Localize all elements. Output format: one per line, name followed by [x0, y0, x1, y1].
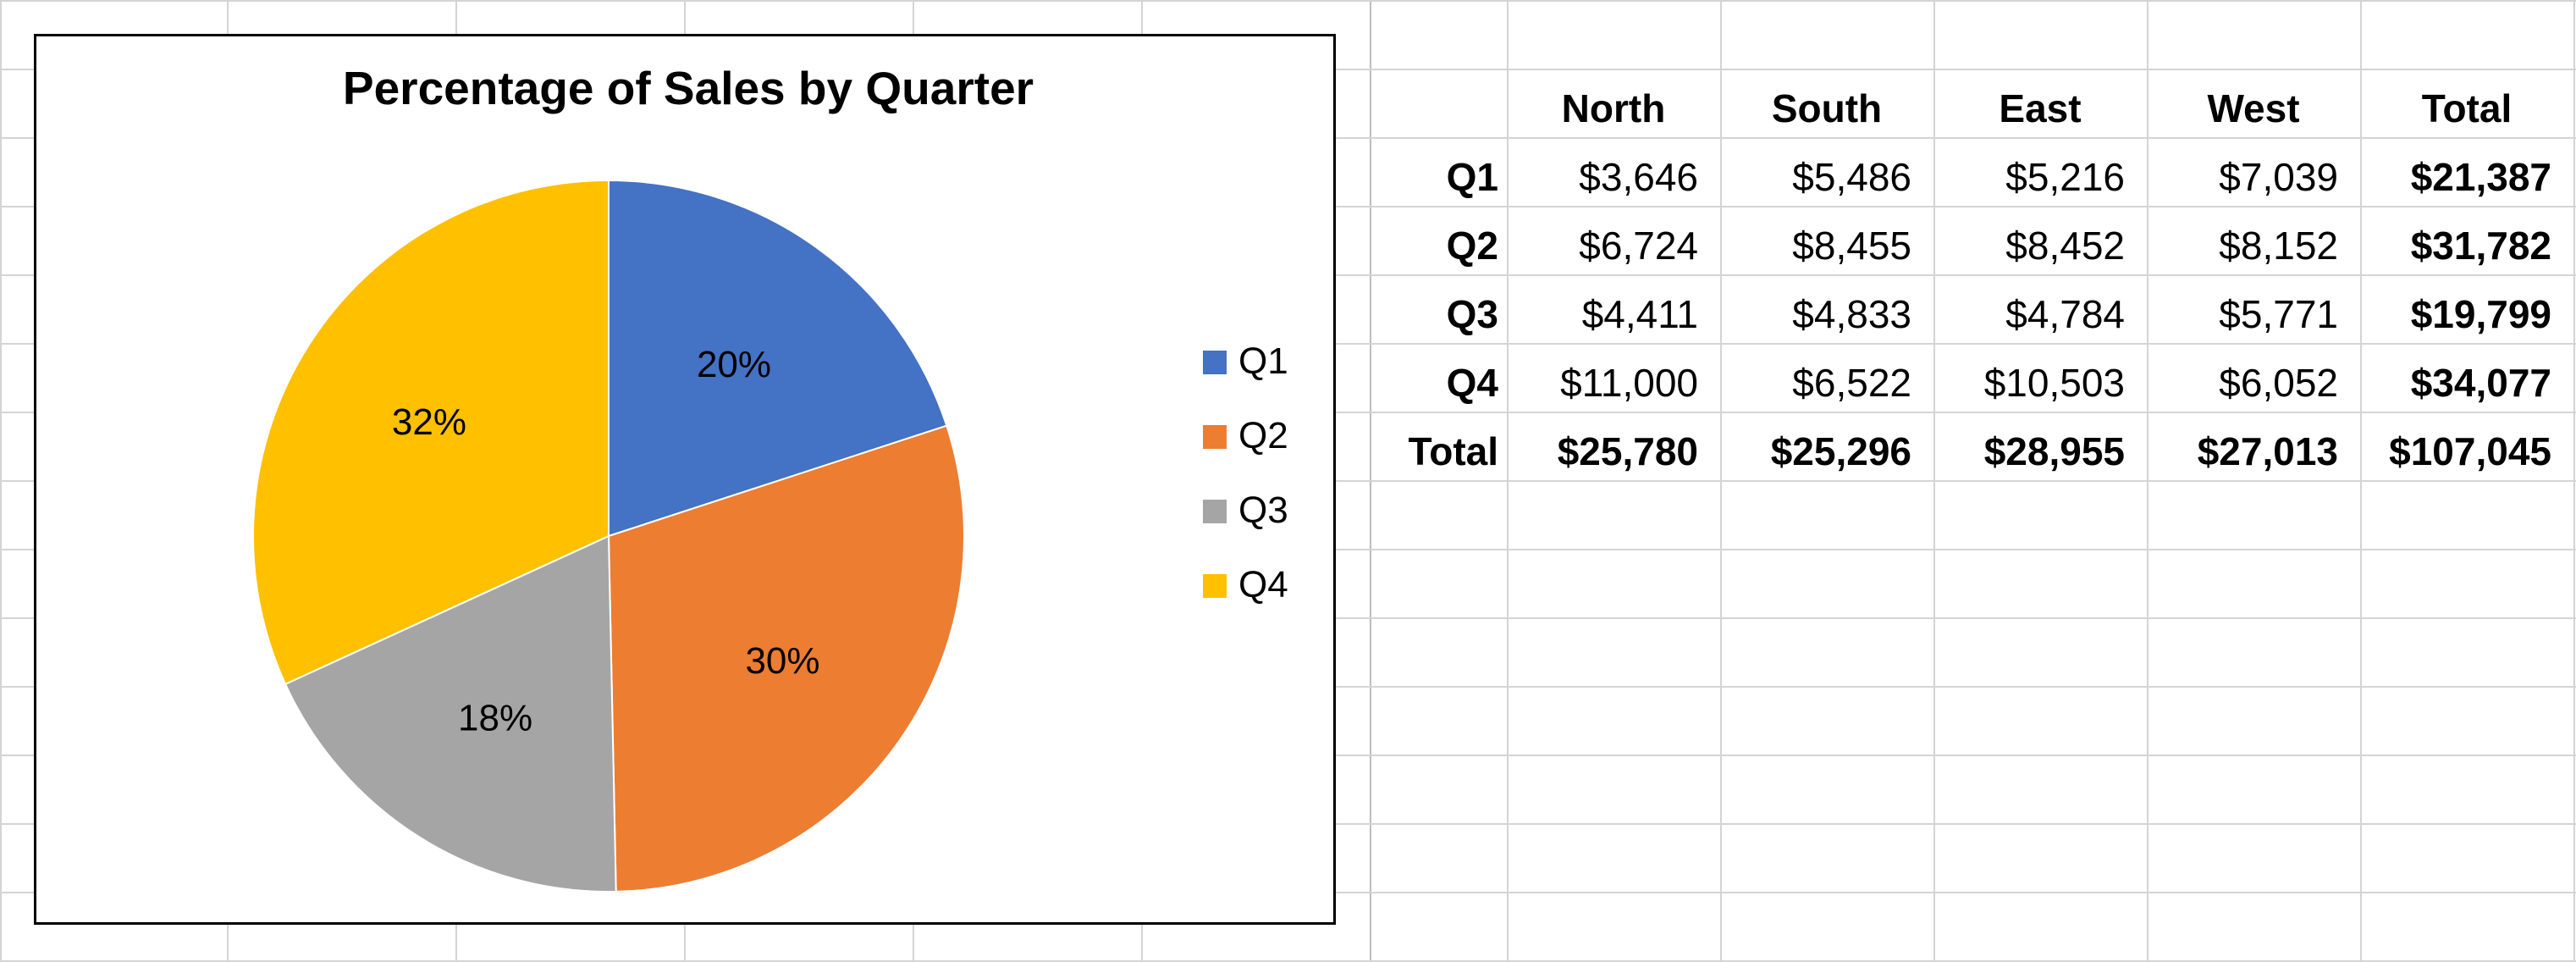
- table-cell: $4,784: [2005, 292, 2125, 336]
- legend-label-q3: Q3: [1238, 489, 1288, 531]
- table-cell: $4,833: [1792, 292, 1911, 336]
- pie-slice-q1[interactable]: [608, 179, 948, 538]
- table-cell: $8,452: [2005, 224, 2125, 268]
- row-header-total: Total: [1408, 429, 1498, 473]
- table-cell: $8,152: [2219, 224, 2338, 268]
- table-cell: $5,486: [1792, 155, 1911, 199]
- table-cell: $7,039: [2219, 155, 2338, 199]
- table-cell: $25,780: [1557, 429, 1698, 473]
- legend-swatch-q2: [1203, 425, 1227, 449]
- pie-slice-q2[interactable]: [607, 424, 965, 893]
- pie-chart[interactable]: Percentage of Sales by Quarter 20% 30% 18%…: [34, 34, 1336, 925]
- data-label-q2: 30%: [745, 640, 819, 682]
- column-header-east: East: [1999, 86, 2082, 130]
- table-cell: $5,771: [2219, 292, 2338, 336]
- column-header-south: South: [1771, 86, 1883, 130]
- table-cell: $19,799: [2410, 292, 2551, 336]
- legend-label-q2: Q2: [1238, 415, 1288, 456]
- row-header-q1: Q1: [1446, 155, 1498, 199]
- table-cell: $10,503: [1983, 361, 2125, 405]
- legend-swatch-q4: [1203, 574, 1227, 598]
- table-cell: $4,411: [1581, 292, 1698, 336]
- legend-swatch-q3: [1203, 500, 1227, 523]
- column-header-north: North: [1561, 86, 1666, 130]
- row-header-q3: Q3: [1446, 292, 1498, 336]
- legend-label-q4: Q4: [1238, 564, 1288, 605]
- table-cell: $6,052: [2219, 361, 2338, 405]
- table-cell: $27,013: [2197, 429, 2338, 473]
- column-header-west: West: [2207, 86, 2300, 130]
- table-cell: $28,955: [1983, 429, 2125, 473]
- table-cell: $25,296: [1770, 429, 1911, 473]
- data-label-q1: 20%: [697, 344, 771, 385]
- table-cell: $6,522: [1792, 361, 1911, 405]
- legend-label-q1: Q1: [1238, 340, 1288, 382]
- table-cell: $5,216: [2005, 155, 2125, 199]
- table-cell: $6,724: [1579, 224, 1698, 268]
- table-cell: $107,045: [2389, 429, 2551, 473]
- row-header-q4: Q4: [1446, 361, 1498, 405]
- data-label-q4: 32%: [392, 401, 466, 443]
- table-cell: $3,646: [1579, 155, 1698, 199]
- chart-title: Percentage of Sales by Quarter: [343, 62, 1034, 114]
- pie-slice-q3[interactable]: [284, 534, 617, 893]
- pie-chart-svg: Percentage of Sales by Quarter 20% 30% 18%…: [252, 62, 1288, 893]
- grid-row-line: [0, 0, 2576, 2]
- data-label-q3: 18%: [458, 697, 532, 738]
- pie-slice-q4[interactable]: [252, 179, 610, 686]
- legend-swatch-q1: [1203, 351, 1227, 374]
- table-cell: $8,455: [1792, 224, 1911, 268]
- table-cell: $11,000: [1560, 361, 1698, 405]
- table-cell: $31,782: [2410, 224, 2551, 268]
- table-cell: $21,387: [2410, 155, 2551, 199]
- chart-legend: Q1 Q2 Q3 Q4: [1203, 340, 1288, 605]
- table-cell: $34,077: [2410, 361, 2551, 405]
- column-header-total: Total: [2421, 86, 2513, 130]
- row-header-q2: Q2: [1446, 224, 1498, 268]
